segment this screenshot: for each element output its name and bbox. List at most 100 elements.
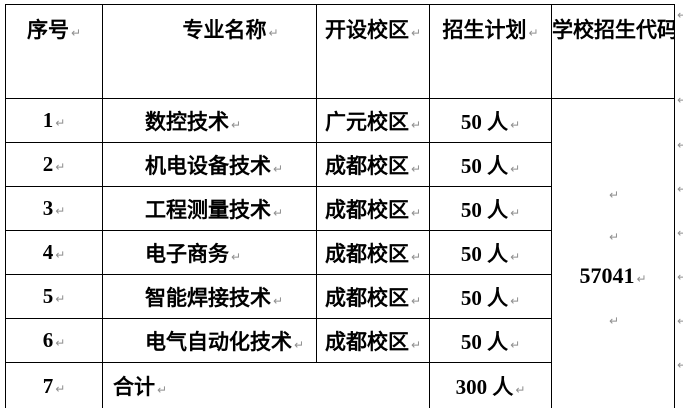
row-end-mark: ↵ xyxy=(677,270,683,284)
major-name: 数控技术 xyxy=(145,109,229,134)
paragraph-mark: ↵ xyxy=(410,249,422,264)
paragraph-mark: ↵ xyxy=(608,188,620,202)
school-code-cell: ↵ ↵ 57041 ↵ ↵ xyxy=(551,98,675,408)
major-cell: 工程测量技术 ↵ xyxy=(102,186,317,231)
campus-name: 成都校区 xyxy=(324,329,409,354)
plan-cell: 50 人 ↵ xyxy=(429,142,552,187)
major-name: 智能焊接技术 xyxy=(145,285,271,310)
campus-name: 广元校区 xyxy=(324,109,409,134)
paragraph-mark: ↵ xyxy=(528,26,539,40)
paragraph-mark: ↵ xyxy=(70,26,82,40)
campus-cell: 成都校区 ↵ xyxy=(316,142,430,187)
campus-cell: 成都校区 ↵ xyxy=(316,318,430,363)
paragraph-mark: ↵ xyxy=(273,293,284,308)
paragraph-mark: ↵ xyxy=(410,337,422,352)
plan-value: 50 人 xyxy=(460,329,509,354)
major-name: 机电设备技术 xyxy=(145,153,271,178)
major-name: 电子商务 xyxy=(145,241,229,266)
header-label: 开设校区 xyxy=(324,18,409,42)
total-label-cell: 合计 ↵ xyxy=(102,362,430,408)
row-end-mark: ↵ xyxy=(677,8,683,22)
row-end-mark: ↵ xyxy=(677,358,683,372)
paragraph-mark: ↵ xyxy=(510,117,521,132)
table-row: 6 ↵ 电气自动化技术 ↵ 成都校区 ↵ 50 人 ↵ xyxy=(5,318,675,363)
paragraph-mark: ↵ xyxy=(515,383,526,397)
row-number-cell: 6 ↵ xyxy=(5,318,103,363)
campus-cell: 成都校区 ↵ xyxy=(316,230,430,275)
campus-name: 成都校区 xyxy=(324,153,409,178)
header-label: 招生计划 xyxy=(442,18,527,42)
header-label: 学校招生代码 xyxy=(552,18,675,42)
paragraph-mark: ↵ xyxy=(510,161,521,176)
paragraph-mark: ↵ xyxy=(608,230,620,244)
paragraph-mark: ↵ xyxy=(410,26,422,40)
table-row: 3 ↵ 工程测量技术 ↵ 成都校区 ↵ 50 人 ↵ xyxy=(5,186,675,231)
plan-cell: 50 人 ↵ xyxy=(429,274,552,319)
school-code-line: 57041 ↵ xyxy=(553,255,674,297)
row-number-cell: 2 ↵ xyxy=(5,142,103,187)
header-cell-plan: 招生计划 ↵ xyxy=(429,4,552,99)
row-number: 7 xyxy=(42,373,54,398)
paragraph-mark: ↵ xyxy=(55,204,66,218)
total-plan-value: 300 人 xyxy=(455,375,514,399)
empty-line: ↵ xyxy=(553,213,674,255)
plan-value: 50 人 xyxy=(460,109,509,134)
header-cell-seq: 序号 ↵ xyxy=(5,4,103,99)
paragraph-mark: ↵ xyxy=(510,293,521,308)
paragraph-mark: ↵ xyxy=(410,117,422,132)
major-cell: 电子商务 ↵ xyxy=(102,230,317,275)
row-number: 2 xyxy=(42,152,54,176)
header-cell-major: 专业名称 ↵ xyxy=(102,4,317,99)
header-label: 序号 xyxy=(26,18,69,42)
row-number-cell: 3 ↵ xyxy=(5,186,103,231)
row-number-cell: 1 ↵ xyxy=(5,98,103,143)
total-label: 合计 xyxy=(113,375,155,399)
major-cell: 数控技术 ↵ xyxy=(102,98,317,143)
major-cell: 电气自动化技术 ↵ xyxy=(102,318,317,363)
row-end-mark: ↵ xyxy=(677,226,683,240)
paragraph-mark: ↵ xyxy=(55,292,66,306)
paragraph-mark: ↵ xyxy=(294,337,305,352)
empty-line: ↵ xyxy=(553,297,674,339)
paragraph-mark: ↵ xyxy=(410,293,422,308)
plan-cell: 50 人 ↵ xyxy=(429,230,552,275)
paragraph-mark: ↵ xyxy=(608,314,620,328)
row-number: 6 xyxy=(42,328,54,352)
plan-cell: 50 人 ↵ xyxy=(429,318,552,363)
plan-value: 50 人 xyxy=(460,197,509,222)
paragraph-mark: ↵ xyxy=(55,381,66,396)
paragraph-mark: ↵ xyxy=(273,161,284,176)
table-row: 5 ↵ 智能焊接技术 ↵ 成都校区 ↵ 50 人 ↵ xyxy=(5,274,675,319)
table-row: 4 ↵ 电子商务 ↵ 成都校区 ↵ 50 人 ↵ xyxy=(5,230,675,275)
campus-name: 成都校区 xyxy=(324,241,409,266)
header-label: 专业名称 xyxy=(182,18,267,42)
row-number: 3 xyxy=(42,196,54,220)
row-end-mark: ↵ xyxy=(677,93,683,107)
major-cell: 机电设备技术 ↵ xyxy=(102,142,317,187)
major-name: 电气自动化技术 xyxy=(145,329,292,354)
plan-cell: 50 人 ↵ xyxy=(429,98,552,143)
row-number-cell: 4 ↵ xyxy=(5,230,103,275)
paragraph-mark: ↵ xyxy=(410,205,422,220)
major-name: 工程测量技术 xyxy=(145,197,271,222)
paragraph-mark: ↵ xyxy=(268,26,279,40)
admission-plan-table: 序号↵ 专业名称↵ 开设校区↵ 招生计划↵ 学校招生代码↵ 1↵ 数控技术↵ 广… xyxy=(5,4,675,408)
campus-name: 成都校区 xyxy=(324,197,409,222)
major-cell: 智能焊接技术 ↵ xyxy=(102,274,317,319)
paragraph-mark: ↵ xyxy=(636,272,647,286)
school-code-value: 57041 xyxy=(579,263,635,288)
paragraph-mark: ↵ xyxy=(55,160,66,174)
empty-line: ↵ xyxy=(553,171,674,213)
total-row: 7 ↵ 合计 ↵ 300 人 ↵ xyxy=(5,362,675,408)
row-end-mark: ↵ xyxy=(677,182,683,196)
paragraph-mark: ↵ xyxy=(231,117,242,132)
paragraph-mark: ↵ xyxy=(157,383,168,397)
paragraph-mark: ↵ xyxy=(55,116,66,130)
paragraph-mark: ↵ xyxy=(55,336,66,350)
row-number-cell: 5 ↵ xyxy=(5,274,103,319)
header-cell-code: 学校招生代码↵ xyxy=(551,4,675,99)
row-number-cell: 7 ↵ xyxy=(5,362,103,408)
row-end-mark: ↵ xyxy=(677,138,683,152)
campus-cell: 广元校区 ↵ xyxy=(316,98,430,143)
